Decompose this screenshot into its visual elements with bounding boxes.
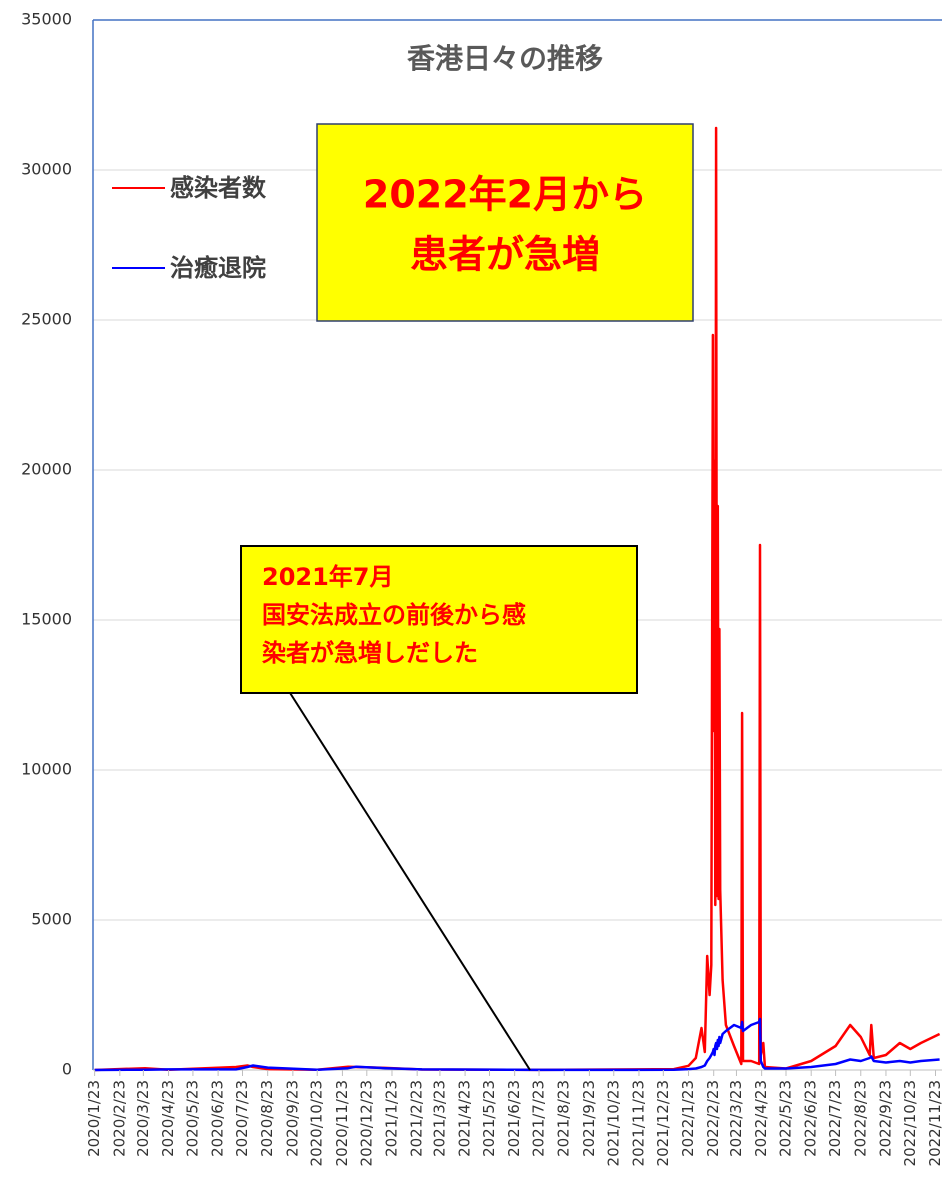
x-tick-label: 2021/4/23: [456, 1080, 474, 1157]
x-tick-label: 2020/10/23: [308, 1080, 326, 1166]
x-tick-label: 2021/12/23: [654, 1080, 672, 1166]
legend-label: 治癒退院: [170, 254, 266, 282]
x-tick-label: 2020/8/23: [258, 1080, 276, 1157]
x-tick-label: 2022/4/23: [752, 1080, 770, 1157]
x-tick-label: 2021/11/23: [629, 1080, 647, 1166]
series-line: [94, 1017, 940, 1072]
x-tick-label: 2022/3/23: [727, 1080, 745, 1157]
y-tick-label: 5000: [31, 910, 72, 929]
annotation-box: [240, 545, 638, 694]
x-tick-label: 2020/6/23: [209, 1080, 227, 1157]
annotation-text: 染者が急増しだした: [262, 639, 478, 667]
y-tick-label: 35000: [21, 10, 72, 29]
x-tick-label: 2021/8/23: [555, 1080, 573, 1157]
annotation-text: 国安法成立の前後から感: [262, 601, 526, 629]
x-tick-label: 2021/9/23: [580, 1080, 598, 1157]
x-tick-label: 2022/10/23: [901, 1080, 919, 1166]
annotation-text: 2022年2月から: [363, 173, 647, 217]
x-tick-label: 2022/11/23: [926, 1080, 942, 1166]
annotation-text: 患者が急増: [410, 233, 600, 277]
x-tick-label: 2020/3/23: [134, 1080, 152, 1157]
y-tick-label: 20000: [21, 460, 72, 479]
x-tick-label: 2021/5/23: [480, 1080, 498, 1157]
x-tick-label: 2022/2/23: [704, 1080, 722, 1157]
x-tick-label: 2022/8/23: [851, 1080, 869, 1157]
x-tick-label: 2020/9/23: [283, 1080, 301, 1157]
x-tick-label: 2021/3/23: [430, 1080, 448, 1157]
y-tick-label: 30000: [21, 160, 72, 179]
y-tick-label: 15000: [21, 610, 72, 629]
annotation-box: [316, 123, 694, 322]
x-tick-label: 2021/6/23: [505, 1080, 523, 1157]
x-tick-label: 2022/9/23: [876, 1080, 894, 1157]
x-tick-label: 2021/1/23: [382, 1080, 400, 1157]
y-tick-label: 10000: [21, 760, 72, 779]
x-tick-label: 2022/6/23: [802, 1080, 820, 1157]
y-tick-label: 25000: [21, 310, 72, 329]
x-tick-label: 2020/11/23: [333, 1080, 351, 1166]
x-tick-label: 2022/5/23: [777, 1080, 795, 1157]
x-tick-label: 2022/1/23: [679, 1080, 697, 1157]
x-tick-label: 2022/7/23: [826, 1080, 844, 1157]
x-tick-label: 2020/7/23: [233, 1080, 251, 1157]
legend-label: 感染者数: [170, 174, 267, 202]
x-tick-label: 2021/7/23: [530, 1080, 548, 1157]
x-tick-label: 2020/4/23: [159, 1080, 177, 1157]
lines: [94, 126, 941, 1072]
x-tick-label: 2020/5/23: [183, 1080, 201, 1157]
x-tick-label: 2021/10/23: [604, 1080, 622, 1166]
x-tick-label: 2021/2/23: [408, 1080, 426, 1157]
y-tick-label: 0: [62, 1060, 72, 1079]
annotation-text: 2021年7月: [262, 563, 394, 591]
x-tick-label: 2020/2/23: [110, 1080, 128, 1157]
x-tick-label: 2020/1/23: [85, 1080, 103, 1157]
x-tick-label: 2020/12/23: [357, 1080, 375, 1166]
annotation-connector: [284, 684, 531, 1071]
chart-title: 香港日々の推移: [407, 42, 603, 75]
